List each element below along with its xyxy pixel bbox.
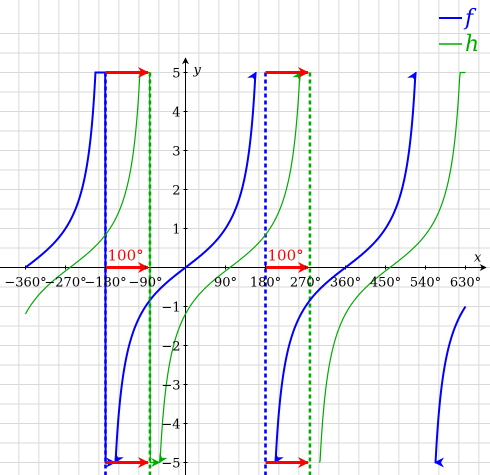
x-tick-label: 630° [450, 276, 481, 291]
shift-label: 100° [108, 247, 144, 265]
y-tick-label: −4 [161, 418, 180, 433]
x-tick-label: 180° [250, 276, 281, 291]
x-tick-label: −90° [129, 276, 163, 291]
y-tick-label: 4 [172, 106, 180, 121]
x-tick-label: −360° [4, 276, 46, 291]
shift-label: 100° [268, 247, 304, 265]
x-tick-label: 90° [214, 276, 237, 291]
y-tick-label: −2 [161, 340, 180, 355]
series-f-branch [24, 71, 116, 468]
y-tick-label: 2 [172, 184, 180, 199]
y-axis-label: y [193, 63, 202, 78]
x-tick-label: 360° [330, 276, 361, 291]
y-tick-label: −1 [161, 301, 180, 316]
x-axis-label: x [474, 251, 482, 266]
series-f-branch [433, 305, 467, 468]
series-h-branch [158, 71, 301, 464]
series-h-branch [318, 71, 466, 463]
x-tick-label: 450° [370, 276, 401, 291]
tick-labels: −360°−270°−180° −90° 90° 180° 270° 360° 450° 54… [4, 67, 481, 472]
y-tick-label: 3 [172, 145, 180, 160]
y-tick-label: −3 [161, 379, 180, 394]
x-tick-label: 540° [410, 276, 441, 291]
x-tick-label: −270° [44, 276, 86, 291]
y-tick-label: 1 [172, 223, 180, 238]
legend-label-h: h [465, 32, 479, 57]
x-tick-label: −180° [84, 276, 126, 291]
y-tick-label: 5 [172, 67, 180, 82]
legend-label-f: f [463, 6, 477, 31]
series-h-branch [24, 71, 161, 467]
x-tick-label: 270° [290, 276, 321, 291]
shift-annotations: 100° 100° [105, 67, 310, 468]
y-tick-label: −5 [161, 457, 180, 472]
